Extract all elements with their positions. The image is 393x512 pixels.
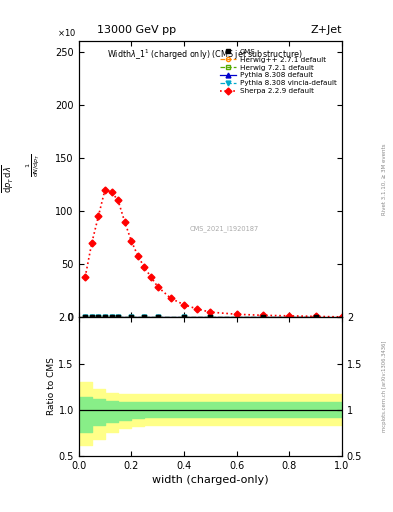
Text: 13000 GeV pp: 13000 GeV pp [97,26,176,35]
Text: $\times 10$: $\times 10$ [57,27,76,38]
Text: $\frac{1}{\mathrm{d}N/\mathrm{d}p_T}$: $\frac{1}{\mathrm{d}N/\mathrm{d}p_T}$ [25,154,42,177]
X-axis label: width (charged-only): width (charged-only) [152,475,268,485]
Legend: CMS, Herwig++ 2.7.1 default, Herwig 7.2.1 default, Pythia 8.308 default, Pythia : CMS, Herwig++ 2.7.1 default, Herwig 7.2.… [219,47,338,96]
Text: mcplots.cern.ch [arXiv:1306.3436]: mcplots.cern.ch [arXiv:1306.3436] [382,341,387,432]
Text: Rivet 3.1.10, ≥ 3M events: Rivet 3.1.10, ≥ 3M events [382,143,387,215]
Text: Z+Jet: Z+Jet [310,26,342,35]
Y-axis label: $\mathrm{d}^2N$
$\overline{\mathrm{d}p_T\,\mathrm{d}\lambda}$: $\mathrm{d}^2N$ $\overline{\mathrm{d}p_T… [0,165,16,193]
Y-axis label: Ratio to CMS: Ratio to CMS [47,357,55,416]
Text: CMS_2021_I1920187: CMS_2021_I1920187 [189,226,259,232]
Text: Width$\lambda$_1$^1$ (charged only) (CMS jet substructure): Width$\lambda$_1$^1$ (charged only) (CMS… [107,48,303,62]
